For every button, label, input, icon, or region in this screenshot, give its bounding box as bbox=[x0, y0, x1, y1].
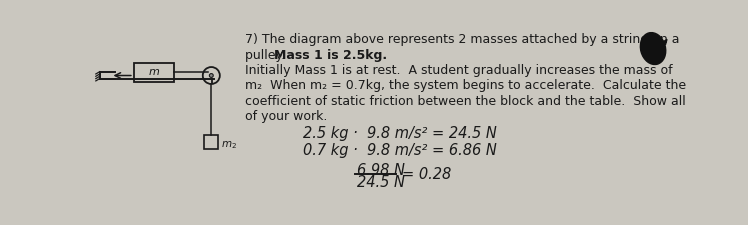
Text: 24.5 N: 24.5 N bbox=[357, 175, 405, 190]
Text: pulley.: pulley. bbox=[245, 49, 292, 62]
Text: 7) The diagram above represents 2 masses attached by a string on a: 7) The diagram above represents 2 masses… bbox=[245, 33, 679, 46]
Text: Mass 1 is 2.5kg.: Mass 1 is 2.5kg. bbox=[274, 49, 387, 62]
Bar bbox=[134, 63, 174, 82]
Text: $m_2$: $m_2$ bbox=[221, 140, 236, 151]
Bar bbox=[204, 135, 218, 149]
Polygon shape bbox=[662, 39, 667, 45]
Circle shape bbox=[209, 74, 213, 77]
Text: of your work.: of your work. bbox=[245, 110, 327, 123]
Text: 6.98 N: 6.98 N bbox=[357, 162, 405, 178]
Text: coefficient of static friction between the block and the table.  Show all: coefficient of static friction between t… bbox=[245, 95, 685, 108]
Circle shape bbox=[203, 67, 220, 84]
Ellipse shape bbox=[640, 33, 666, 65]
Text: = 0.28: = 0.28 bbox=[402, 167, 451, 182]
Text: $m$: $m$ bbox=[148, 68, 160, 77]
Text: Initially Mass 1 is at rest.  A student gradually increases the mass of: Initially Mass 1 is at rest. A student g… bbox=[245, 64, 672, 77]
Text: 2.5 kg ·  9.8 m/s² = 24.5 N: 2.5 kg · 9.8 m/s² = 24.5 N bbox=[303, 126, 497, 141]
Text: 0.7 kg ·  9.8 m/s² = 6.86 N: 0.7 kg · 9.8 m/s² = 6.86 N bbox=[303, 142, 497, 158]
Text: m₂  When m₂ = 0.7kg, the system begins to accelerate.  Calculate the: m₂ When m₂ = 0.7kg, the system begins to… bbox=[245, 79, 686, 92]
